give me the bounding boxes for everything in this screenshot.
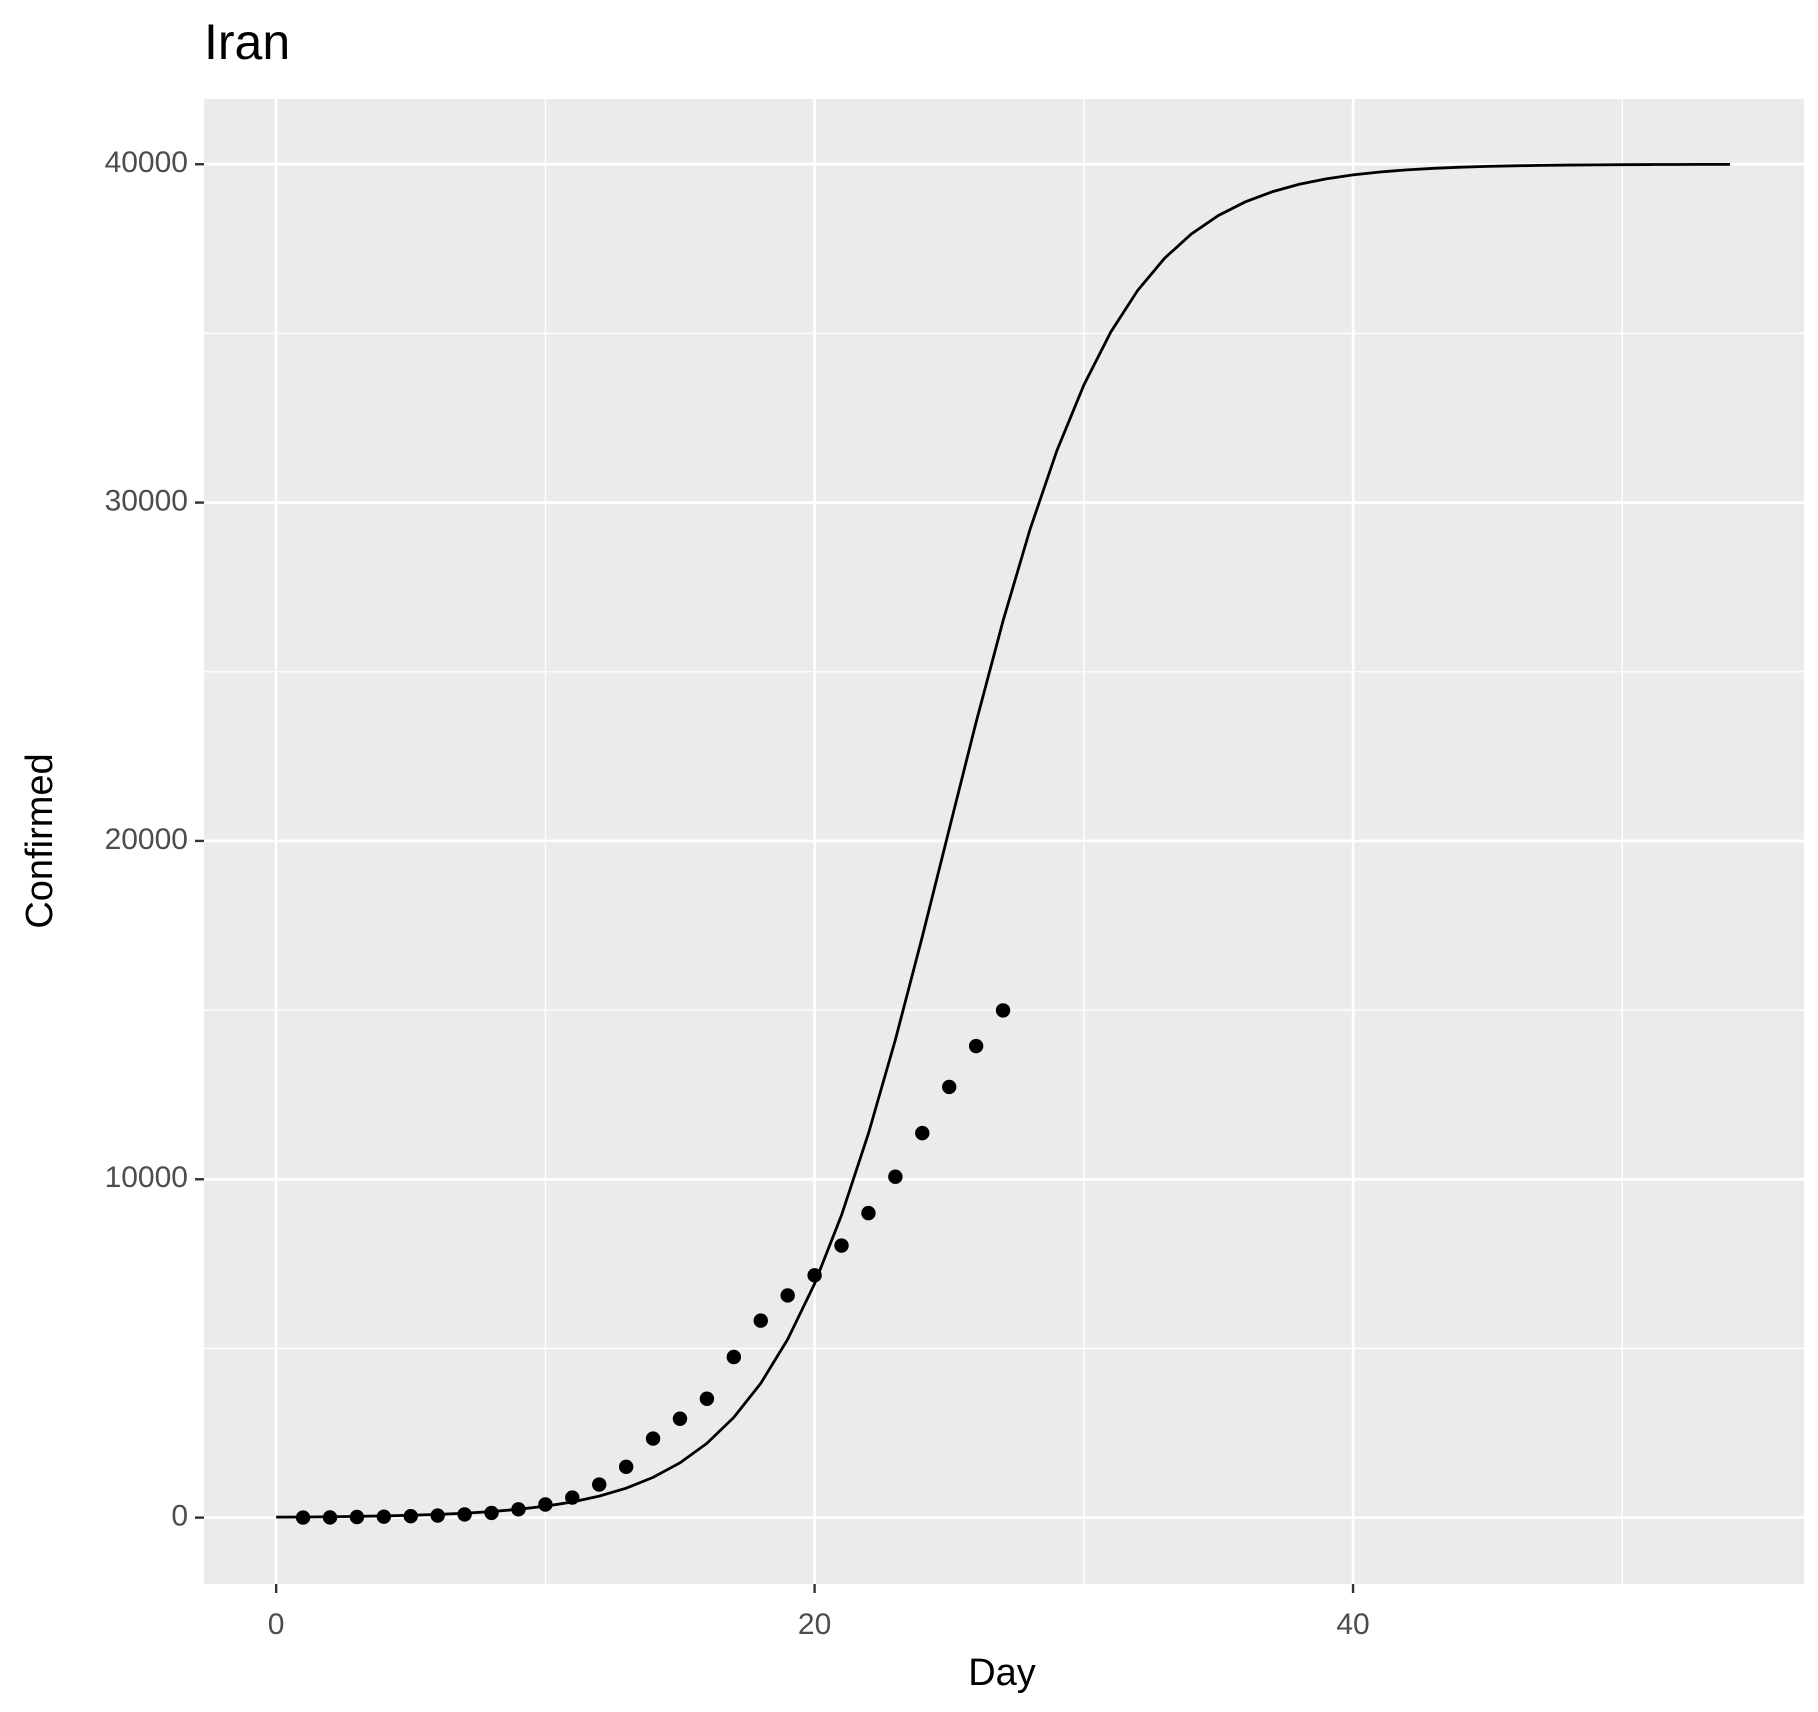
data-point	[592, 1477, 607, 1492]
data-point	[834, 1238, 849, 1253]
data-point	[888, 1169, 903, 1184]
y-tick-label: 20000	[105, 823, 188, 856]
data-point	[942, 1079, 957, 1095]
data-point	[780, 1288, 795, 1303]
y-tick-label: 30000	[105, 485, 188, 518]
y-tick-label: 0	[171, 1500, 188, 1533]
data-point	[861, 1205, 876, 1221]
data-point	[538, 1497, 553, 1512]
x-axis-title: Day	[968, 1652, 1036, 1694]
chart-title: Iran	[204, 14, 290, 70]
x-tick-label: 0	[268, 1608, 285, 1641]
data-point	[995, 1003, 1011, 1018]
x-tick-label: 40	[1336, 1608, 1369, 1641]
data-point	[699, 1391, 715, 1406]
data-point	[915, 1125, 930, 1141]
x-tick-label: 20	[798, 1608, 831, 1641]
data-point	[618, 1459, 634, 1475]
data-point	[968, 1038, 984, 1054]
y-tick-label: 40000	[105, 146, 188, 179]
fit-line	[276, 162, 1730, 1519]
y-axis-title: Confirmed	[19, 753, 61, 928]
data-point	[753, 1313, 768, 1328]
data-point	[672, 1411, 688, 1426]
y-tick-label: 10000	[105, 1161, 188, 1194]
data-point	[726, 1349, 742, 1365]
data-point	[645, 1431, 661, 1446]
